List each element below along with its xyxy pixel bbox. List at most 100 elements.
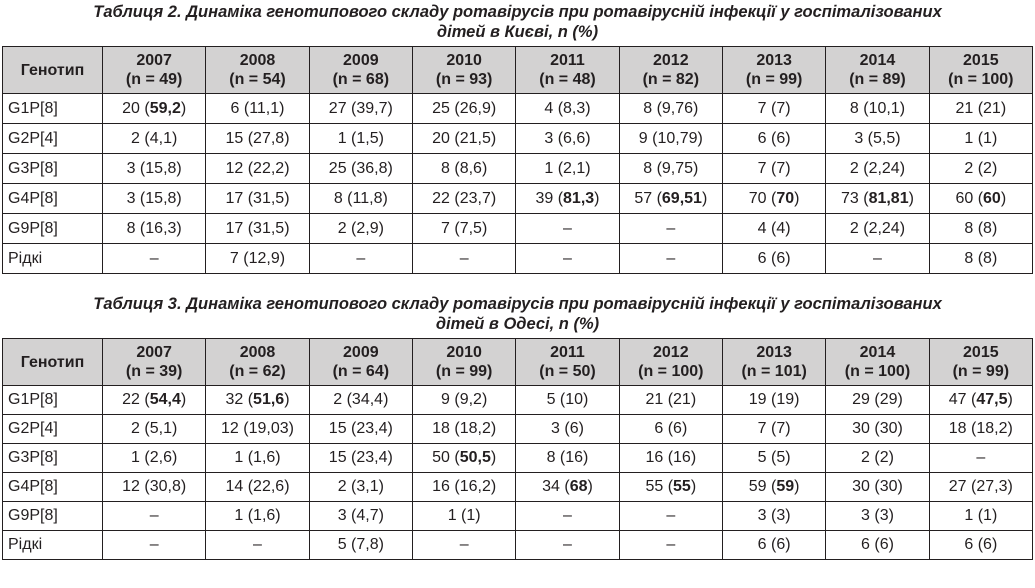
table-row: G1P[8] 20 (59,2) 6 (11,1) 27 (39,7) 25 (26,9…: [2, 93, 1034, 124]
year-label: 2011: [550, 52, 585, 69]
value-cell: 16 (16): [618, 443, 723, 473]
percent-value: 12,9: [248, 249, 280, 267]
value-cell: 60 (60): [928, 183, 1034, 214]
percent-value: 1: [466, 507, 476, 524]
count-value: 9: [638, 129, 648, 147]
year-label: 2010: [446, 52, 482, 69]
count-value: 21: [645, 391, 664, 408]
sample-size-label: (n = 100): [844, 363, 911, 380]
value-cell: 18 (18,2): [928, 414, 1034, 444]
percent-value: 1,5: [356, 129, 379, 147]
value-cell: 50 (50,5): [411, 443, 517, 473]
table-row: G3P[8] 1 (2,6) 1 (1,6) 15 (23,4) 50 (50,5) 8 …: [2, 443, 1034, 473]
value-cell: 2 (2,24): [825, 153, 930, 184]
genotype-cell: G4P[8]: [2, 472, 103, 502]
year-label: 2012: [653, 344, 689, 361]
percent-value: 21,5: [459, 129, 491, 147]
count-value: 2: [849, 159, 859, 177]
count-value: 7: [229, 249, 239, 267]
empty-dash: –: [666, 507, 676, 524]
value-cell: 8 (11,8): [308, 183, 413, 214]
percent-value: 8,3: [563, 99, 586, 117]
count-value: 27: [328, 99, 347, 117]
count-value: 1: [964, 507, 974, 524]
genotype-cell: G2P[4]: [2, 123, 103, 154]
value-cell: 18 (18,2): [411, 414, 517, 444]
count-value: 6: [757, 536, 767, 553]
genotype-cell: G1P[8]: [2, 385, 103, 415]
value-cell: 6 (6): [721, 243, 827, 274]
value-cell: 8 (9,75): [618, 153, 723, 184]
genotype-cell: Рідкі: [2, 530, 103, 560]
year-label: 2014: [859, 52, 896, 69]
percent-value-highlighted: 50,5: [459, 449, 491, 466]
value-cell: 2 (2,24): [825, 213, 930, 244]
count-value: 30: [852, 420, 870, 437]
percent-value: 18,2: [976, 420, 1008, 437]
value-cell: 4 (4): [721, 213, 827, 244]
count-value: 7: [757, 159, 767, 177]
percent-value: 27,8: [253, 129, 285, 147]
count-value: 2: [849, 219, 859, 237]
value-cell: 3 (6,6): [515, 123, 620, 154]
count-value: 32: [225, 391, 244, 408]
sample-size-label: (n = 64): [332, 363, 390, 380]
year-header: 2013 (n = 101): [721, 338, 827, 386]
caption-line-2: дітей в Києві, n (%): [436, 23, 599, 41]
table-row: G9P[8] –1 (1,6) 3 (4,7) 1 (1) – –3 (3) 3 (3) 1 …: [2, 501, 1034, 531]
percent-value: 1: [983, 507, 992, 524]
year-label: 2013: [756, 344, 792, 361]
value-cell: 2 (3,1): [308, 472, 413, 502]
value-cell: 20 (59,2): [101, 93, 207, 124]
year-header: 2010 (n = 93): [411, 46, 517, 94]
count-value: 7: [757, 420, 767, 437]
percent-value: 30: [879, 478, 898, 495]
value-cell: 1 (1): [411, 501, 517, 531]
year-header: 2011 (n = 50): [515, 338, 620, 386]
percent-value-highlighted: 54,4: [149, 391, 181, 408]
count-value: 8: [126, 219, 136, 237]
table-2-section: Таблиця 2. Динаміка генотипового складу …: [0, 2, 1035, 274]
year-header: 2009 (n = 64): [308, 338, 413, 386]
value-cell: –: [411, 530, 517, 560]
value-cell: 73 (81,81): [825, 183, 930, 214]
count-value: 70: [748, 189, 767, 207]
empty-dash: –: [976, 449, 986, 466]
count-value: 6: [654, 420, 664, 437]
value-cell: 6 (6): [618, 414, 723, 444]
sample-size-label: (n = 50): [539, 363, 596, 380]
value-cell: 55 (55): [618, 472, 723, 502]
sample-size-label: (n = 82): [642, 71, 700, 88]
genotype-cell: G4P[8]: [2, 183, 103, 214]
value-cell: –: [618, 530, 723, 560]
percent-value: 31,5: [253, 219, 285, 237]
caption-line-2: дітей в Одесі, n (%): [435, 315, 600, 333]
sample-size-label: (n = 62): [229, 363, 286, 380]
genotype-cell: G9P[8]: [2, 213, 103, 244]
value-cell: 15 (23,4): [308, 414, 413, 444]
year-label: 2008: [239, 52, 276, 69]
count-value: 15: [328, 420, 347, 437]
year-label: 2008: [239, 344, 276, 361]
percent-value: 18,2: [459, 420, 491, 437]
value-cell: 12 (30,8): [101, 472, 207, 502]
value-cell: 8 (16,3): [101, 213, 207, 244]
table-2-caption: Таблиця 2. Динаміка генотипового складу …: [0, 2, 1035, 42]
percent-value: 3,1: [356, 478, 379, 495]
count-value: 1: [131, 449, 140, 466]
percent-value: 4,7: [356, 507, 379, 524]
year-header: 2015 (n = 100): [928, 46, 1034, 94]
year-header: 2008 (n = 62): [205, 338, 310, 386]
sample-size-label: (n = 100): [638, 363, 704, 380]
count-value: 34: [542, 478, 560, 495]
count-value: 12: [221, 420, 239, 437]
genotype-cell: Рідкі: [2, 243, 103, 274]
value-cell: 9 (9,2): [411, 385, 517, 415]
year-label: 2011: [550, 344, 585, 361]
count-value: 8: [964, 219, 974, 237]
percent-value: 3: [879, 507, 889, 524]
percent-value: 31,5: [253, 189, 285, 207]
percent-value: 7,8: [356, 536, 379, 553]
table-row: Рідкі – –5 (7,8) – – –6 (6) 6 (6) 6 (6): [2, 530, 1034, 560]
value-cell: 19 (19): [721, 385, 827, 415]
